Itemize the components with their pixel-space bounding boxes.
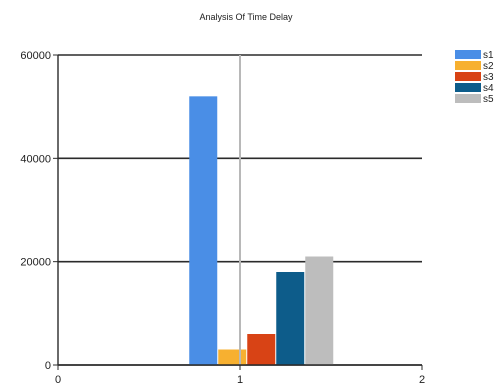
legend-swatch-s5 [455,94,481,103]
bar-s3 [247,334,275,365]
axes [58,55,422,365]
legend-swatch-s4 [455,83,481,92]
bar-s5 [305,257,333,366]
legend-label-s2: s2 [483,61,494,72]
bar-s2 [218,350,246,366]
y-tick-label-2: 40000 [20,153,51,165]
x-tick-label-1: 1 [237,374,243,386]
legend-label-s5: s5 [483,94,494,105]
bars [189,96,333,365]
y-tick-label-0: 0 [45,360,51,372]
legend-swatch-s3 [455,72,481,81]
y-tick-label-3: 60000 [20,50,51,62]
legend-swatch-s2 [455,61,481,70]
legend-label-s1: s1 [483,50,494,61]
bar-s4 [276,272,304,365]
legend-label-s4: s4 [483,83,494,94]
x-tick-label-2: 2 [419,374,425,386]
bar-s1 [189,96,217,365]
y-tick-label-1: 20000 [20,257,51,269]
x-tick-label-0: 0 [55,374,61,386]
x-axis-ticks: 0 1 2 [55,365,425,386]
chart-title: Analysis Of Time Delay [199,12,293,22]
legend-label-s3: s3 [483,72,494,83]
legend-swatch-s1 [455,50,481,59]
y-axis-ticks: 0 20000 40000 60000 [20,50,58,372]
